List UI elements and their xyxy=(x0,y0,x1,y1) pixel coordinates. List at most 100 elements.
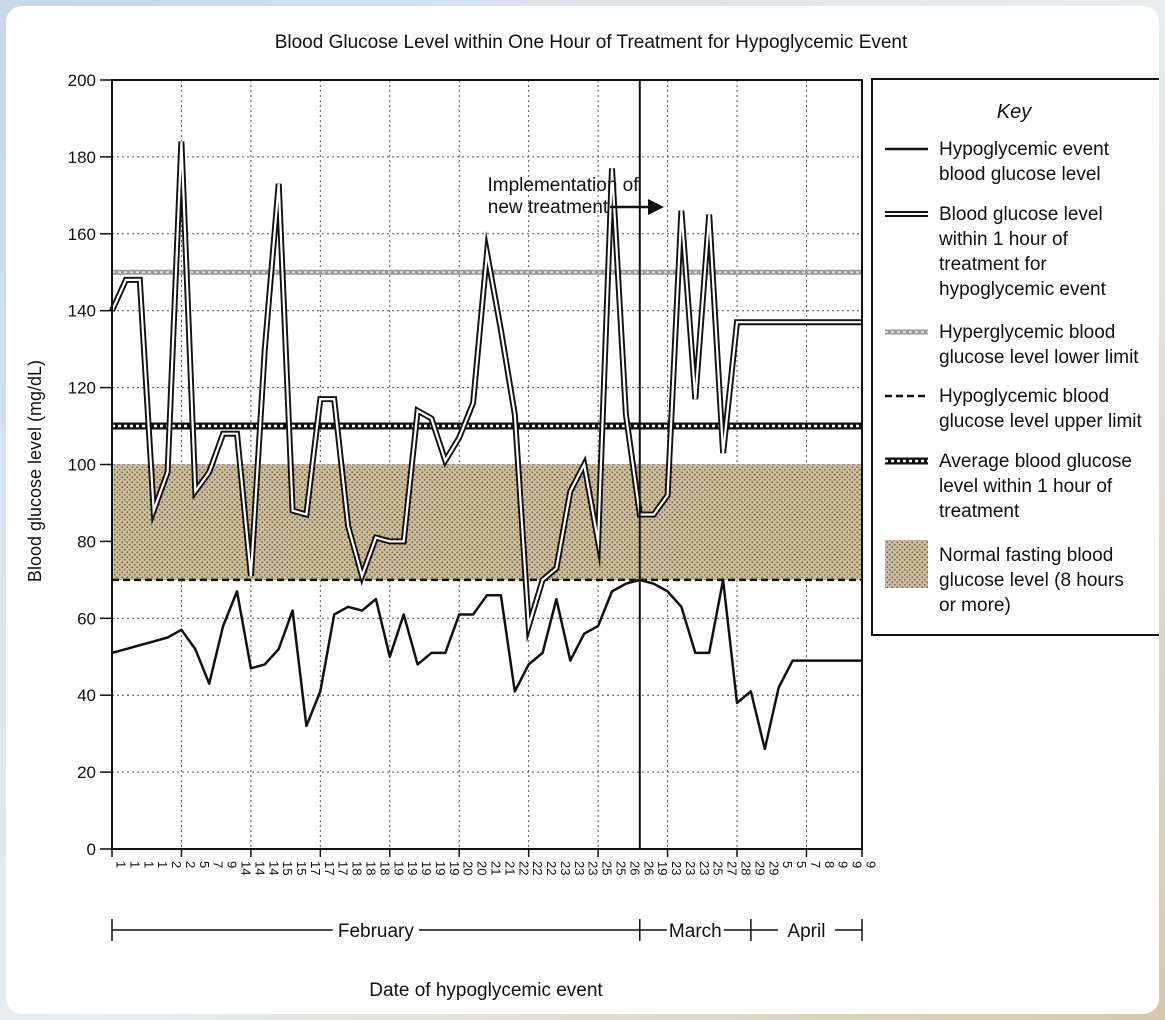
x-tick-label: 19 xyxy=(447,861,462,875)
legend-entry: Average blood glucose level within 1 hour… xyxy=(885,451,1132,522)
y-tick-label: 160 xyxy=(68,225,96,244)
x-tick-label: 19 xyxy=(655,861,670,875)
x-tick-label: 27 xyxy=(725,861,740,875)
legend-entry-label: treatment xyxy=(939,501,1020,522)
legend-entry-label: Blood glucose level xyxy=(939,204,1103,225)
x-tick-label: 25 xyxy=(600,861,615,875)
annotation-line1: Implementation of xyxy=(487,175,639,196)
series-within-1-hour xyxy=(110,141,862,633)
x-tick-label: 17 xyxy=(308,861,323,875)
x-tick-label: 18 xyxy=(364,861,379,875)
x-tick-label: 21 xyxy=(502,861,517,875)
x-tick-label: 1 xyxy=(114,861,129,868)
x-tick-label: 9 xyxy=(864,861,879,868)
x-tick-label: 22 xyxy=(530,861,545,875)
x-tick-label: 1 xyxy=(127,861,142,868)
x-tick-label: 9 xyxy=(225,861,240,868)
x-tick-label: 23 xyxy=(697,861,712,875)
y-tick-label: 60 xyxy=(77,609,96,628)
glucose-chart: Blood Glucose Level within One Hour of T… xyxy=(25,32,1159,1001)
legend-entries: Hypoglycemic event blood glucose level Blo… xyxy=(885,139,1142,616)
month-label: February xyxy=(338,921,415,942)
x-tick-label: 25 xyxy=(614,861,629,875)
x-tick-label: 14 xyxy=(252,861,267,875)
legend-entry: Hypoglycemic blood glucose level upper li… xyxy=(885,386,1142,432)
y-tick-label: 40 xyxy=(77,686,96,705)
legend-entry-label: glucose level upper limit xyxy=(939,411,1142,432)
month-bar: February March April xyxy=(111,919,863,942)
x-tick-label: 23 xyxy=(669,861,684,875)
x-tick-label: 19 xyxy=(405,861,420,875)
legend-swatch-band xyxy=(885,540,928,588)
x-tick-label: 1 xyxy=(141,861,156,868)
month-label: March xyxy=(669,921,722,942)
x-tick-label: 9 xyxy=(836,861,851,868)
annotation-arrow-head xyxy=(648,199,664,215)
legend-entry-label: treatment for xyxy=(939,254,1047,275)
annotation-line2: new treatment xyxy=(488,197,609,218)
x-tick-label: 21 xyxy=(489,861,504,875)
y-axis-label: Blood glucose level (mg/dL) xyxy=(25,360,45,582)
x-axis-label: Date of hypoglycemic event xyxy=(369,980,603,1001)
legend-entry-label: hypoglycemic event xyxy=(939,279,1107,300)
x-tick-label: 22 xyxy=(516,861,531,875)
x-tick-label: 20 xyxy=(475,861,490,875)
y-tick-label: 200 xyxy=(68,71,96,90)
legend-entry: Hyperglycemic blood glucose level lower l… xyxy=(885,322,1139,368)
series-lines xyxy=(109,141,862,751)
x-tick-label: 19 xyxy=(433,861,448,875)
x-tick-label: 1 xyxy=(155,861,170,868)
x-tick-label: 29 xyxy=(752,861,767,875)
treatment-annotation: Implementation of new treatment xyxy=(487,175,664,218)
x-tick-label: 26 xyxy=(641,861,656,875)
x-tick-label: 22 xyxy=(544,861,559,875)
legend-entry-label: glucose level (8 hours xyxy=(939,570,1124,591)
legend-entry-label: Hypoglycemic blood xyxy=(939,386,1109,407)
y-tick-label: 180 xyxy=(68,148,96,167)
legend-entry: Hypoglycemic event blood glucose level xyxy=(885,139,1110,185)
x-tick-label: 14 xyxy=(239,861,254,875)
x-tick-label: 7 xyxy=(808,861,823,868)
legend: Key Hypoglycemic event blood glucose leve… xyxy=(871,78,1159,636)
legend-entry-label: Normal fasting blood xyxy=(939,545,1113,566)
x-tick-label: 23 xyxy=(683,861,698,875)
legend-entry: Normal fasting blood glucose level (8 hou… xyxy=(885,540,1124,616)
x-tick-label: 26 xyxy=(627,861,642,875)
x-tick-label: 23 xyxy=(586,861,601,875)
x-tick-label: 19 xyxy=(391,861,406,875)
x-tick-label: 19 xyxy=(419,861,434,875)
y-ticks: 0 20 40 60 80 100 120 140 160 180 200 xyxy=(68,71,112,859)
legend-entry-label: Average blood glucose xyxy=(939,451,1132,472)
legend-entry-label: blood glucose level xyxy=(939,164,1101,185)
legend-entry: Blood glucose level within 1 hour of treat… xyxy=(885,204,1107,300)
x-ticks: 1111225791414141515171717181818191919191… xyxy=(111,849,879,875)
x-tick-label: 5 xyxy=(794,861,809,868)
y-tick-label: 0 xyxy=(87,840,96,859)
x-tick-label: 17 xyxy=(322,861,337,875)
x-tick-label: 2 xyxy=(183,861,198,868)
x-tick-label: 9 xyxy=(850,861,865,868)
x-tick-label: 28 xyxy=(739,861,754,875)
month-label: April xyxy=(787,921,825,942)
x-tick-label: 23 xyxy=(558,861,573,875)
series-hypoglycemic-event xyxy=(111,578,862,751)
y-tick-label: 120 xyxy=(68,379,96,398)
legend-entry-label: or more) xyxy=(939,595,1011,616)
x-tick-label: 23 xyxy=(572,861,587,875)
legend-entry-label: Hypoglycemic event xyxy=(939,139,1110,160)
normal-fasting-band xyxy=(112,464,862,580)
x-tick-label: 20 xyxy=(461,861,476,875)
x-tick-label: 7 xyxy=(211,861,226,868)
legend-title: Key xyxy=(997,101,1032,123)
x-tick-label: 29 xyxy=(766,861,781,875)
x-tick-label: 2 xyxy=(169,861,184,868)
x-tick-label: 18 xyxy=(377,861,392,875)
x-tick-label: 17 xyxy=(336,861,351,875)
x-tick-label: 5 xyxy=(780,861,795,868)
x-tick-label: 15 xyxy=(294,861,309,875)
legend-entry-label: glucose level lower limit xyxy=(939,347,1139,368)
x-tick-label: 5 xyxy=(197,861,212,868)
y-tick-label: 140 xyxy=(68,302,96,321)
y-tick-label: 80 xyxy=(77,532,96,551)
y-tick-label: 100 xyxy=(68,456,96,475)
